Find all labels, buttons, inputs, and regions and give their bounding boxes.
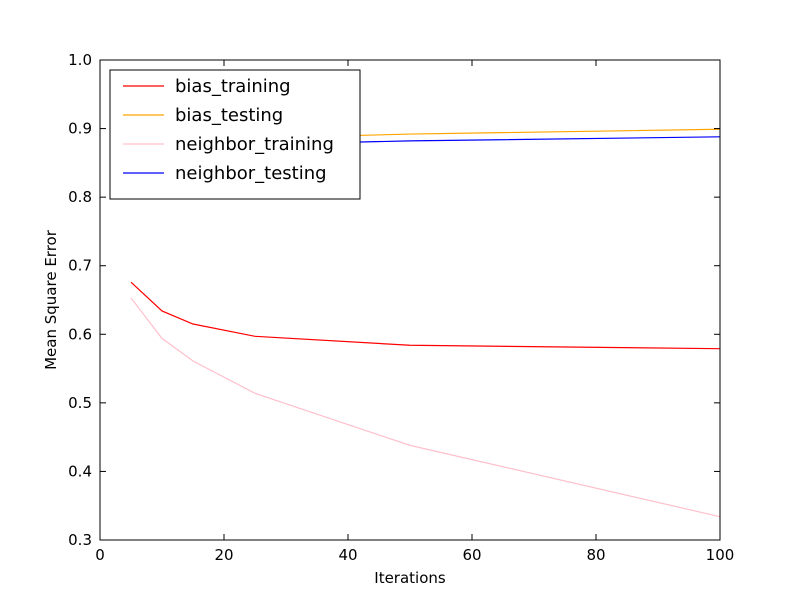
y-tick-label: 0.3: [68, 531, 92, 549]
legend: bias_training bias_testing neighbor_traini…: [109, 69, 361, 200]
legend-label-neighbor-testing: neighbor_testing: [175, 163, 327, 184]
series-line-neighbor-training: [130, 297, 721, 518]
x-tick-label: 0: [95, 546, 105, 564]
x-tick-label: 60: [462, 546, 481, 564]
legend-label-bias-testing: bias_testing: [175, 105, 283, 126]
y-tick-label: 0.6: [68, 325, 92, 343]
x-tick-label: 100: [706, 546, 735, 564]
y-tick-label: 0.9: [68, 120, 92, 138]
x-tick-label: 40: [338, 546, 357, 564]
y-tick-label: 0.4: [68, 462, 92, 480]
x-axis-label: Iterations: [374, 569, 446, 587]
legend-box: [109, 69, 361, 200]
y-tick-label: 1.0: [68, 51, 92, 69]
x-tick-label: 80: [586, 546, 605, 564]
legend-label-bias-training: bias_training: [175, 76, 291, 97]
legend-label-neighbor-training: neighbor_training: [175, 134, 334, 155]
y-axis-label: Mean Square Error: [42, 229, 60, 370]
axes-frame: [99, 59, 721, 541]
x-tick-label: 20: [214, 546, 233, 564]
series-line-bias-training: [130, 281, 721, 350]
axis-ticks: 0 20 40 60 80 100 0.3 0.4 0.5 0.6 0.7 0.8 0.9 1.0: [68, 51, 734, 564]
y-tick-label: 0.7: [68, 257, 92, 275]
y-tick-label: 0.5: [68, 394, 92, 412]
y-tick-label: 0.8: [68, 188, 92, 206]
